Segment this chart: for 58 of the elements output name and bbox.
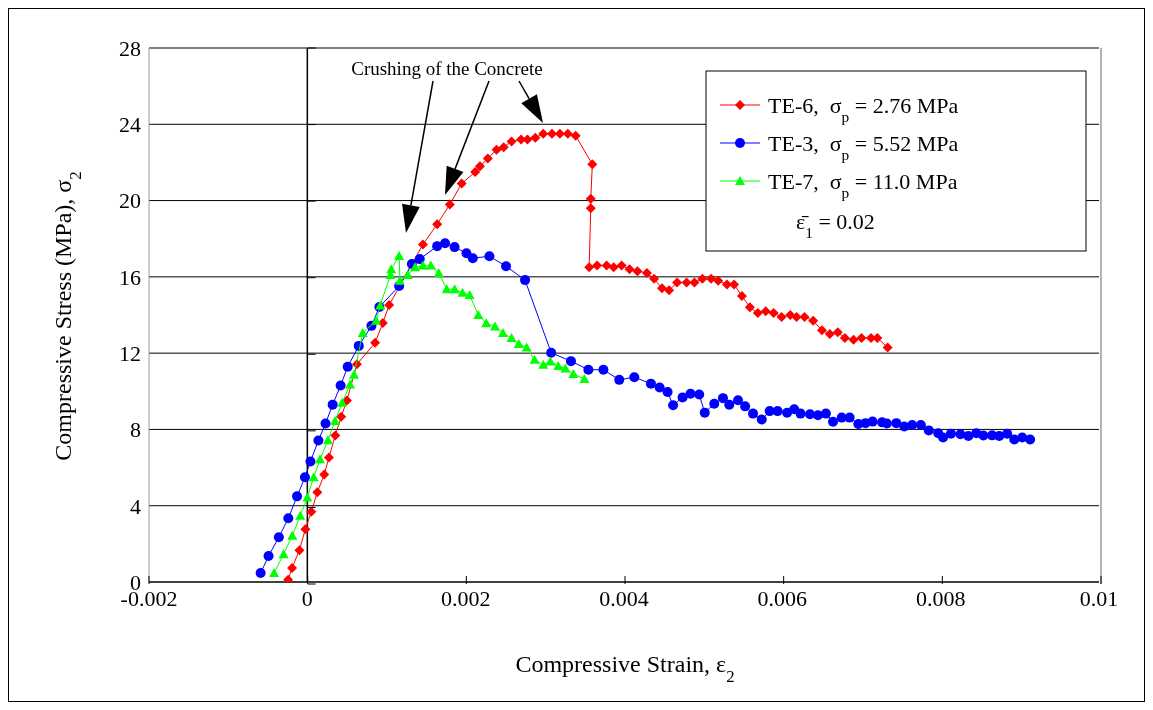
point (553, 360, 564, 370)
point (579, 373, 590, 383)
point (308, 472, 319, 482)
x-tick-label: 0 (301, 585, 313, 611)
point (473, 310, 484, 319)
point (529, 354, 540, 364)
x-tick-label: 0.002 (440, 585, 491, 611)
point (433, 268, 444, 278)
x-tick-label: 0.01 (1079, 585, 1119, 611)
point (345, 379, 356, 389)
legend-label: TE-7, σ$_{p}$ = 11.0 MPa (768, 169, 958, 201)
point (402, 269, 413, 279)
point (322, 435, 333, 445)
point (425, 260, 436, 270)
y-tick-label: 24 (119, 112, 141, 138)
point (394, 250, 405, 260)
legend-label: TE-6, σ$_{p}$ = 2.76 MPa (768, 93, 959, 125)
y-tick-label: 28 (119, 35, 141, 61)
point (481, 318, 492, 328)
point (449, 284, 460, 294)
annotation: ε̄$_{1}$ = 0.02 (796, 209, 875, 241)
point (489, 321, 500, 331)
point (513, 338, 524, 348)
point (441, 284, 452, 294)
point (457, 287, 468, 297)
point (269, 568, 280, 578)
point (287, 530, 298, 540)
point (386, 264, 397, 274)
point (349, 369, 360, 379)
point (521, 342, 532, 352)
y-tick-label: 4 (130, 493, 141, 519)
x-tick-label: 0.006 (757, 585, 808, 611)
x-axis-title: Compressive Strain, ε$_{2}$ (515, 651, 735, 686)
point (337, 397, 348, 407)
point (394, 275, 405, 285)
point (497, 328, 508, 338)
annotation: Crushing of the Concrete (351, 58, 543, 79)
y-tick-label: 16 (119, 264, 141, 290)
legend-label: TE-3, σ$_{p}$ = 5.52 MPa (768, 131, 959, 163)
point (545, 356, 556, 366)
point (357, 328, 368, 338)
point (302, 492, 313, 502)
point (278, 549, 289, 559)
y-tick-label: 20 (119, 188, 141, 214)
y-tick-label: 12 (119, 340, 141, 366)
point (560, 363, 571, 373)
x-tick-label: 0.008 (915, 585, 966, 611)
point (315, 454, 325, 464)
point (538, 359, 549, 369)
point (295, 510, 306, 520)
x-tick-label: 0.004 (599, 585, 649, 611)
point (506, 332, 517, 342)
point (371, 315, 382, 325)
point (568, 369, 579, 379)
point (410, 262, 420, 272)
point (464, 289, 475, 299)
y-tick-label: 8 (130, 417, 141, 443)
point (330, 416, 341, 426)
